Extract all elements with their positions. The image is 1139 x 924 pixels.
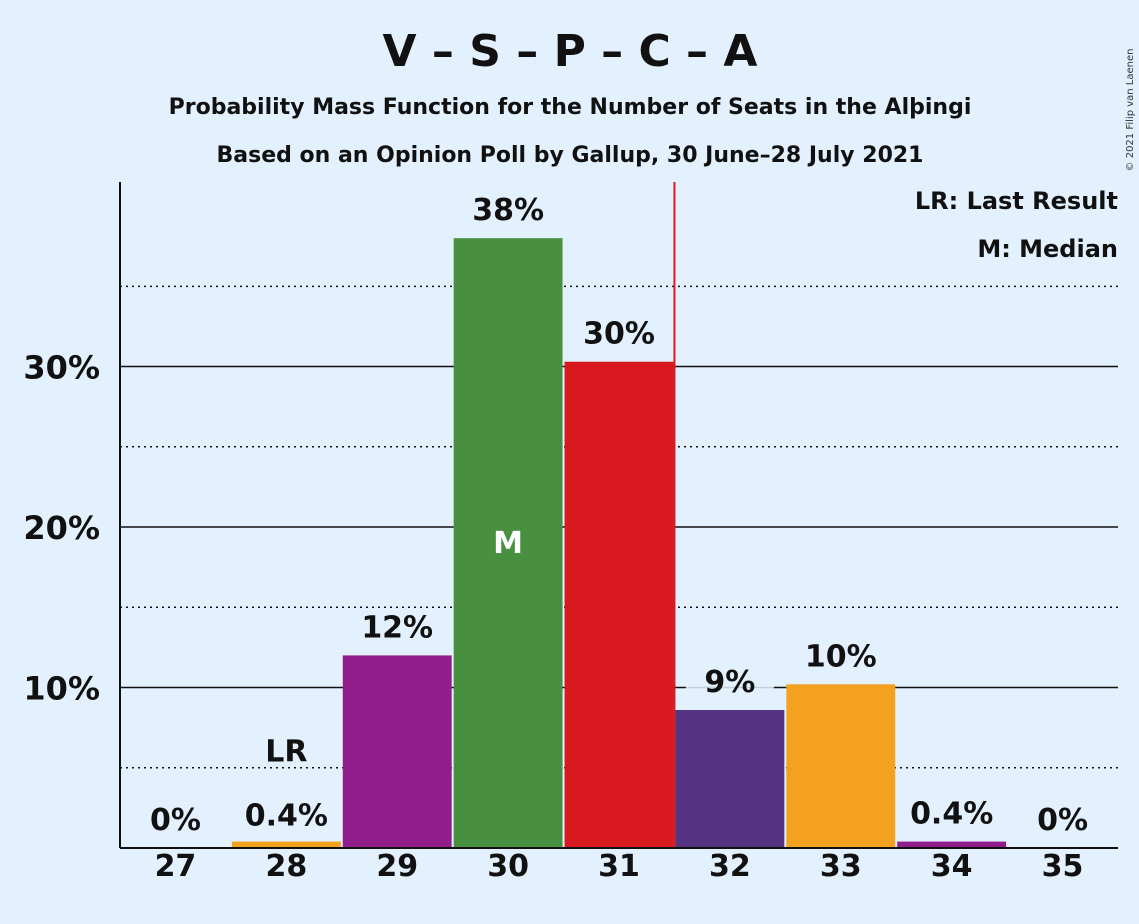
data-label-29: 12%: [361, 610, 433, 645]
data-label-34: 0.4%: [910, 797, 993, 832]
last-result-marker: LR: [265, 735, 307, 770]
data-label-27: 0%: [150, 803, 201, 838]
x-tick-label-35: 35: [1042, 849, 1084, 884]
bar-31: [564, 361, 674, 848]
data-label-bg-32: [685, 662, 774, 701]
data-label-bg-29: [353, 608, 442, 647]
data-label-bg-33: [796, 637, 885, 676]
bar-33: [786, 684, 896, 848]
x-tick-label-31: 31: [598, 849, 640, 884]
data-label-bg-28: [242, 796, 331, 835]
data-label-bg-30: [464, 191, 553, 230]
copyright-notice: © 2021 Filip van Laenen: [1125, 49, 1136, 172]
bar-34: [897, 841, 1007, 848]
data-label-bg-27: [131, 801, 220, 839]
legend-last-result: LR: Last Result: [915, 187, 1118, 215]
x-tick-label-28: 28: [265, 849, 307, 884]
bar-29: [342, 655, 452, 848]
data-labels: 0% 0.4% 12% 38% 30% 9% 10% 0.4% 0% LR M: [131, 191, 1107, 839]
x-tick-label-33: 33: [820, 849, 862, 884]
data-label-bg-35: [1018, 801, 1107, 839]
y-tick-label-30: 30%: [23, 349, 100, 387]
data-label-31: 30%: [583, 317, 655, 352]
legend-median: M: Median: [977, 235, 1118, 263]
x-tick-label-27: 27: [155, 849, 197, 884]
data-label-35: 0%: [1037, 803, 1088, 838]
x-tick-label-30: 30: [487, 849, 529, 884]
bar-28: [231, 841, 341, 848]
data-label-bg-31: [575, 314, 663, 353]
bar-32: [675, 709, 785, 848]
axes: 10% 20% 30% 27 28 29 30 31 32 33 34 35: [23, 182, 1118, 884]
data-label-28: 0.4%: [245, 799, 328, 834]
chart-title: V – S – P – C – A: [383, 26, 758, 77]
data-label-32: 9%: [704, 665, 755, 700]
chart-subtitle-line-2: Based on an Opinion Poll by Gallup, 30 J…: [216, 143, 923, 168]
data-label-30: 38%: [472, 193, 544, 228]
x-tick-label-29: 29: [376, 849, 418, 884]
chart-subtitle-line-1: Probability Mass Function for the Number…: [169, 95, 972, 120]
y-tick-label-20: 20%: [23, 509, 100, 547]
data-label-bg-34: [907, 794, 996, 833]
data-label-33: 10%: [805, 639, 877, 674]
median-marker: M: [493, 526, 523, 561]
x-tick-label-32: 32: [709, 849, 751, 884]
y-tick-label-10: 10%: [23, 670, 100, 708]
x-tick-label-34: 34: [931, 849, 973, 884]
bars: [231, 238, 1007, 848]
bar-30: [453, 238, 563, 848]
